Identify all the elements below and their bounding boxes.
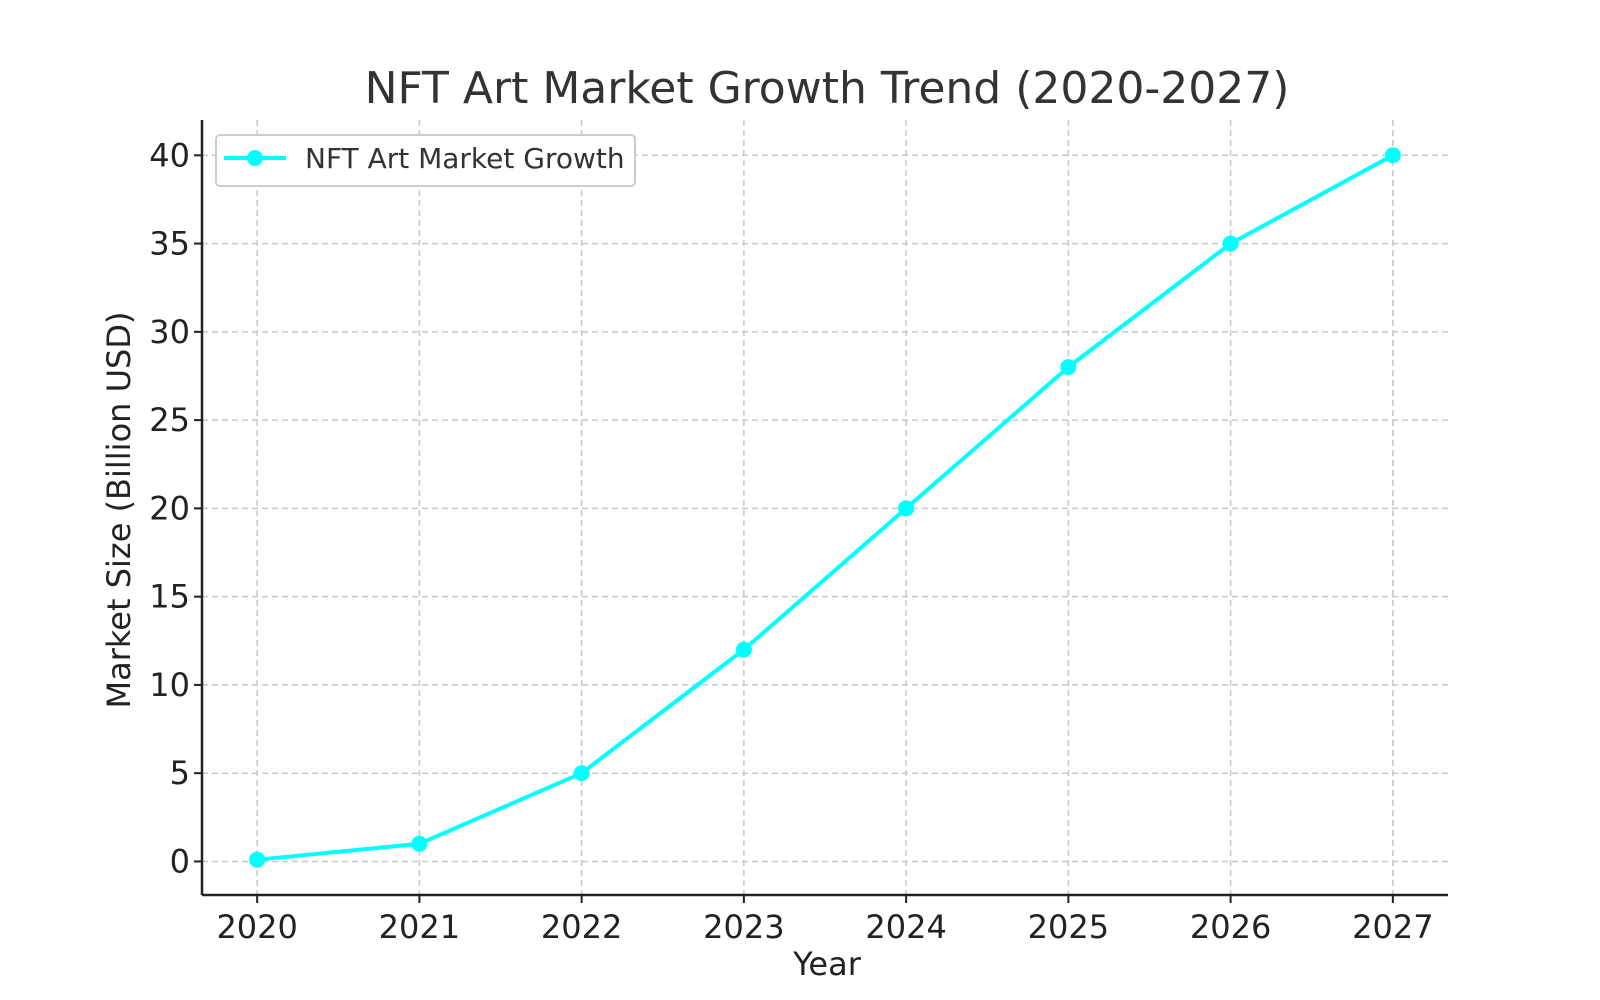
y-tick-label: 15 [149, 578, 190, 616]
x-tick-label: 2027 [1352, 908, 1433, 946]
y-tick-label: 35 [149, 225, 190, 263]
legend-entry-nft-art-market-growth: NFT Art Market Growth [305, 142, 625, 175]
data-point-2027 [1384, 147, 1401, 164]
x-tick-label: 2021 [379, 908, 460, 946]
y-tick-label: 0 [170, 842, 190, 880]
y-tick-label: 30 [149, 313, 190, 351]
axes [194, 120, 1448, 903]
y-axis-label: Market Size (Billion USD) [100, 312, 138, 709]
x-tick-label: 2022 [541, 908, 622, 946]
data-point-2020 [249, 851, 266, 868]
data-point-2024 [898, 500, 915, 517]
x-tick-label: 2023 [703, 908, 784, 946]
chart-title: NFT Art Market Growth Trend (2020-2027) [365, 63, 1290, 114]
legend: NFT Art Market Growth [215, 134, 636, 187]
x-axis-label: Year [792, 945, 862, 983]
x-tick-label: 2020 [216, 908, 297, 946]
x-tick-label: 2026 [1190, 908, 1271, 946]
tick-labels: 2020 2021 2022 2023 2024 2025 2026 202705101520… [149, 136, 1433, 946]
data-point-2023 [735, 641, 752, 658]
data-point-2025 [1060, 359, 1077, 376]
data-point-2021 [411, 835, 428, 852]
x-tick-label: 2025 [1028, 908, 1109, 946]
legend-frame [215, 134, 636, 187]
series-line [255, 153, 1395, 862]
y-tick-label: 25 [149, 401, 190, 439]
grid [202, 120, 1448, 895]
x-tick-label: 2024 [865, 908, 946, 946]
y-tick-label: 10 [149, 666, 190, 704]
y-tick-label: 5 [170, 754, 190, 792]
data-point-2026 [1222, 235, 1239, 252]
y-tick-label: 20 [149, 489, 190, 527]
data-point-2022 [573, 765, 590, 782]
series [249, 147, 1401, 868]
y-tick-label: 40 [149, 136, 190, 174]
legend-swatch-marker [247, 150, 263, 166]
